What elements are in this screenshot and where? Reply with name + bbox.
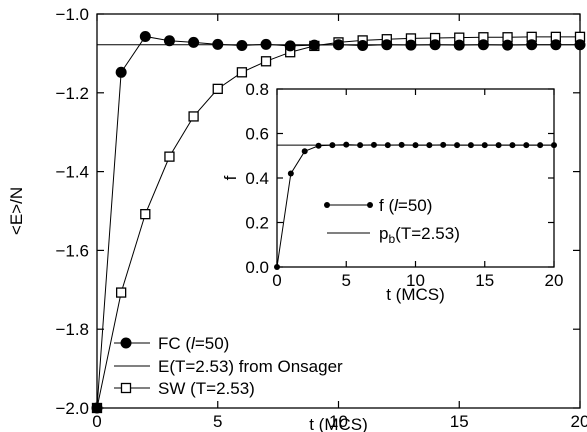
- legend-pb-label: pb(T=2.53): [379, 224, 460, 246]
- f-point: [412, 142, 419, 149]
- fc-point: [574, 39, 586, 51]
- f-point: [315, 142, 322, 149]
- f-point: [357, 142, 364, 149]
- inset-y-tick-label: 0.4: [245, 169, 269, 188]
- inset-y-tick-label: 0.0: [245, 258, 269, 277]
- fc-point: [526, 39, 538, 51]
- inset-y-tick-label: 0.8: [245, 80, 269, 99]
- f-point: [426, 142, 433, 149]
- inset-x-axis-label: t (MCS): [386, 285, 445, 304]
- inset-background: [250, 70, 570, 304]
- f-point: [523, 142, 530, 149]
- main-chart: 0 5 10 15 20 −2.0 −1.8 −1.6 −1.4 −1.2 −1.0 t (MCS) <…: [7, 5, 587, 432]
- inset-x-tick-label: 0: [272, 271, 281, 290]
- legend-fc-marker: [120, 337, 132, 349]
- legend-onsager-label: E(T=2.53) from Onsager: [158, 357, 343, 376]
- f-point: [440, 141, 447, 148]
- main-x-tick-label: 20: [571, 412, 587, 431]
- sw-point: [164, 151, 175, 162]
- main-y-tick-label: −2.0: [55, 399, 89, 418]
- f-point: [509, 142, 516, 149]
- sw-point: [260, 56, 272, 67]
- inset-x-tick-label: 10: [406, 271, 425, 290]
- inset-x-tick-label: 15: [475, 271, 494, 290]
- inset-x-tick-label: 20: [545, 271, 564, 290]
- legend-fc-label: FC (l=50): [158, 334, 229, 353]
- fc-point: [429, 39, 441, 51]
- f-point: [329, 142, 336, 149]
- f-point: [398, 141, 405, 148]
- fc-point: [453, 39, 465, 51]
- fc-point: [477, 39, 489, 51]
- f-point: [384, 142, 391, 149]
- fc-point: [91, 402, 103, 414]
- f-point: [301, 148, 308, 155]
- fc-point: [502, 39, 514, 51]
- sw-point: [116, 287, 127, 298]
- fc-point: [357, 40, 369, 52]
- fc-point: [212, 38, 224, 50]
- sw-point: [188, 111, 199, 122]
- f-point: [481, 142, 488, 149]
- main-y-tick-label: −1.0: [55, 5, 89, 24]
- main-x-axis-label: t (MCS): [309, 415, 368, 432]
- fc-point: [405, 39, 417, 51]
- legend-f-marker-right: [367, 202, 373, 208]
- main-legend: FC (l=50) E(T=2.53) from Onsager SW (T=2.5…: [114, 334, 343, 398]
- sw-point: [236, 67, 248, 78]
- legend-f-label: f (l=50): [379, 196, 432, 215]
- fc-point: [115, 66, 127, 78]
- main-x-tick-label: 5: [213, 412, 222, 431]
- main-y-axis-label: <E>/N: [7, 187, 26, 235]
- fc-point: [550, 39, 562, 51]
- main-y-tick-label: −1.4: [55, 163, 89, 182]
- fc-point: [188, 36, 200, 48]
- inset-chart: 0 5 10 15 20 0.0 0.2 0.4 0.6 0.8 t (MCS) f f (l=50) p…: [221, 70, 570, 304]
- fc-point: [163, 35, 175, 47]
- fc-point: [333, 39, 344, 51]
- main-y-tick-label: −1.6: [55, 241, 89, 260]
- inset-x-tick-label: 5: [342, 271, 351, 290]
- inset-y-tick-label: 0.2: [245, 214, 269, 233]
- fc-point: [139, 30, 151, 42]
- f-point: [370, 141, 377, 148]
- f-point: [551, 142, 557, 149]
- main-x-tick-label: 0: [92, 412, 101, 431]
- fc-point: [236, 40, 248, 52]
- main-y-tick-label: −1.8: [55, 320, 89, 339]
- f-point: [537, 142, 544, 149]
- f-point: [454, 142, 461, 149]
- f-point: [287, 170, 294, 177]
- legend-sw-label: SW (T=2.53): [158, 379, 255, 398]
- main-y-tick-label: −1.2: [55, 84, 89, 103]
- f-point: [274, 264, 280, 270]
- f-point: [495, 142, 502, 149]
- f-point: [467, 142, 474, 149]
- legend-f-marker-left: [324, 202, 330, 208]
- inset-legend: f (l=50) pb(T=2.53): [324, 196, 460, 246]
- inset-y-tick-label: 0.6: [245, 125, 269, 144]
- inset-y-axis-label: f: [221, 175, 240, 180]
- fc-point: [260, 38, 272, 50]
- main-x-tick-label: 15: [450, 412, 469, 431]
- f-point: [343, 141, 350, 148]
- main-x-tick-label: 10: [329, 412, 348, 431]
- legend-sw-marker: [120, 382, 132, 394]
- fc-point: [381, 39, 393, 51]
- sw-point: [140, 209, 151, 220]
- fc-point: [284, 40, 296, 52]
- sw-point: [212, 83, 223, 95]
- fc-point: [308, 39, 320, 51]
